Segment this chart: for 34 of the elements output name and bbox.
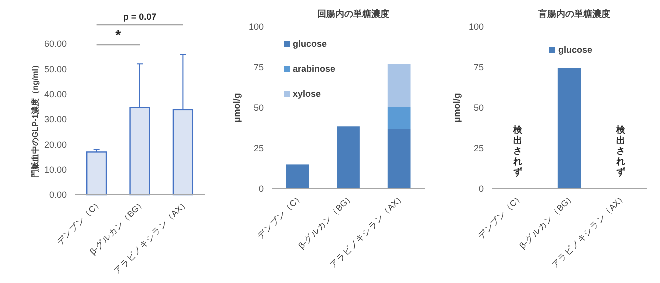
y-tick-label: 100 [248, 22, 264, 32]
y-tick-label: 20.00 [44, 140, 67, 150]
bar [337, 126, 360, 189]
chart-title: 回腸内の単糖濃度 [318, 9, 390, 19]
y-axis-title: μmol/g [232, 93, 242, 123]
y-tick-label: 50.00 [44, 64, 67, 74]
annotation: 検出されず [615, 125, 626, 178]
y-tick-label: 100 [468, 22, 484, 32]
y-tick-label: 50 [474, 103, 484, 114]
text: p = 0.07 [123, 12, 157, 22]
bar [388, 107, 411, 130]
y-tick-label: 30.00 [44, 114, 67, 125]
y-tick-label: 60.00 [44, 39, 67, 50]
y-tick-label: 40.00 [44, 89, 67, 100]
y-tick-label: 75 [254, 62, 264, 73]
y-tick-label: 25 [254, 144, 264, 154]
bar [286, 164, 310, 189]
y-axis-title: 門脈血中のGLP-1濃度（ng/ml） [30, 61, 40, 178]
chart-title: 盲腸内の単糖濃度 [538, 9, 610, 19]
y-tick-label: 25 [474, 144, 484, 154]
y-tick-label: 50 [254, 103, 264, 114]
text: * [116, 27, 122, 43]
y-tick-label: 0.00 [49, 190, 67, 200]
legend-label: arabinose [293, 64, 336, 74]
legend-label: xylose [293, 89, 322, 99]
bar [86, 152, 108, 196]
y-tick-label: 10.00 [44, 164, 67, 175]
y-axis-title: μmol/g [452, 93, 462, 123]
legend-label: glucose [293, 39, 328, 49]
legend-label: glucose [558, 45, 593, 55]
annotation: 検出されず [512, 125, 524, 178]
y-tick-label: 75 [474, 62, 484, 73]
bar [388, 129, 411, 189]
bar [388, 64, 411, 108]
